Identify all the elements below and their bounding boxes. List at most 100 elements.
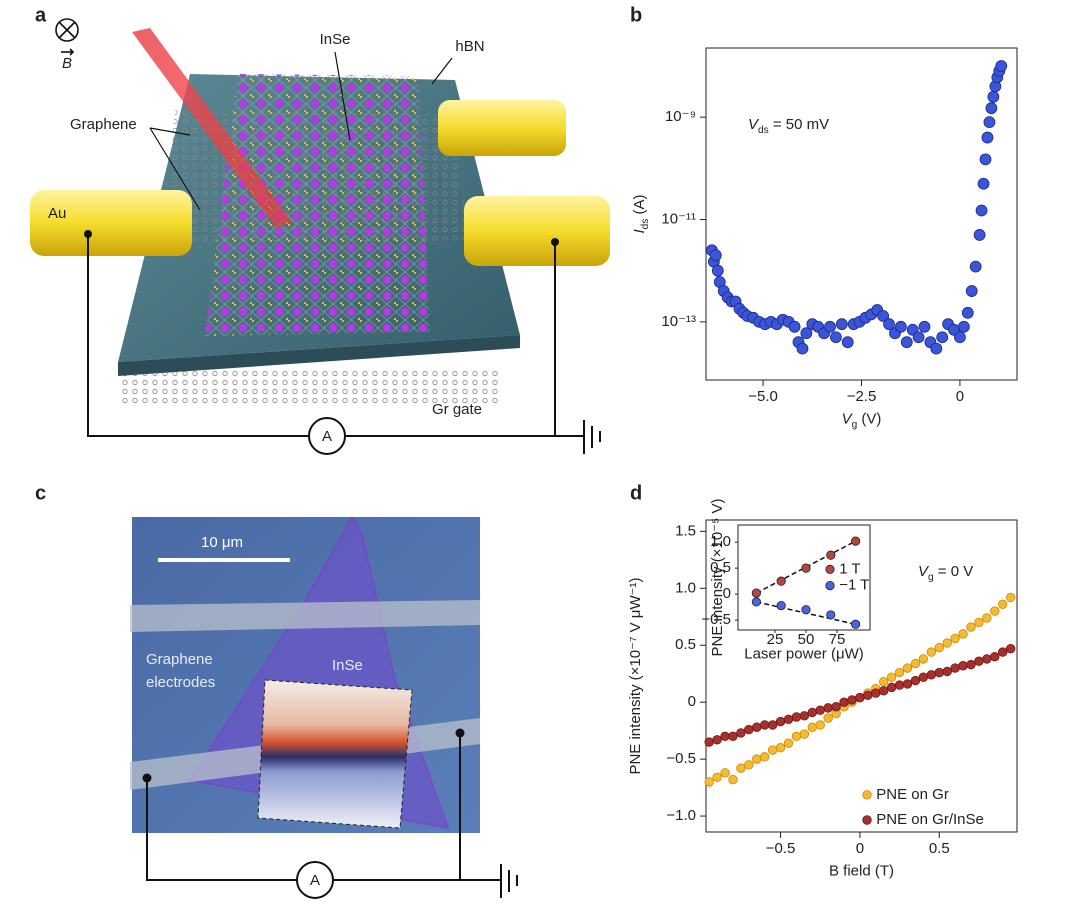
data-point [966,622,976,632]
data-point [957,320,970,333]
y-tick-label: 1.5 [675,522,696,539]
data-point [934,642,944,653]
data-point [767,720,778,730]
panel-label: b [630,4,642,26]
pne-map [257,679,413,829]
ammeter-label: A [310,872,320,889]
data-point [879,676,889,687]
data-point [1005,592,1016,603]
data-point [841,336,854,349]
b-field-symbol [55,18,79,56]
label-graphene: Graphene [70,116,137,133]
data-point [998,647,1008,657]
y-tick-label: 1.0 [710,533,731,550]
label-part: = 50 mV [769,116,829,133]
data-point [783,714,794,724]
data-point [783,738,794,748]
data-point [926,647,937,657]
data-point [776,576,786,586]
data-point [942,666,952,677]
data-point [912,331,925,344]
label-electrodes: Graphene [146,651,213,668]
data-point [752,754,762,764]
microscope-image: 10 μm Graphene electrodes InSe A [130,515,518,899]
data-point [751,597,761,607]
data-point [902,663,913,673]
data-point [981,131,994,144]
data-point [728,731,738,742]
data-point [934,667,944,678]
data-point [824,320,836,333]
data-point [894,320,907,333]
y-tick-label: 10⁻⁹ [665,108,696,125]
data-point [799,711,810,721]
data-point [801,605,811,615]
data-point [826,550,836,560]
data-point [799,729,810,739]
data-point [942,638,952,648]
y-tick-label: 0 [723,585,731,602]
data-point [712,772,722,783]
data-point [965,285,978,297]
label-inse: InSe [332,657,363,674]
label-part: (A) [631,195,648,219]
label-part: V [918,563,930,580]
au-pad [30,190,192,256]
data-point [926,670,937,680]
data-point [847,695,857,705]
data-point [918,672,929,682]
y-tick-label: −0.5 [701,611,731,628]
data-point [807,722,818,732]
y-tick-label: −0.5 [666,750,696,767]
data-point [998,599,1008,609]
data-point [744,760,754,770]
circuit [87,234,601,455]
device-schematic: B InSe hBN Graphene Au Gr gate A [30,18,610,455]
data-point [815,705,825,715]
annotation: Vg = 0 V [918,563,973,583]
legend-label: PNE on Gr [876,786,949,803]
data-point [815,720,825,730]
x-axis-label: B field (T) [829,863,894,880]
y-tick-label: 10⁻¹¹ [661,210,696,227]
data-point [894,680,905,690]
data-point [910,675,921,686]
au-pad [464,196,610,266]
data-point [987,90,1000,103]
data-point [830,331,842,344]
legend-label: −1 T [839,577,869,594]
data-point [990,651,1000,662]
data-point [973,229,986,241]
leader-lines [149,51,453,211]
data-point [930,342,943,355]
y-tick-label: 0.5 [710,559,731,576]
data-point [760,752,770,762]
legend-marker [862,790,872,800]
gate-graphene [120,368,500,406]
x-tick-label: −5.0 [748,388,778,405]
data-point [791,712,802,722]
label-part: g [852,419,858,430]
data-point [744,724,754,735]
label-part: ds [758,125,769,136]
x-tick-label: 0.5 [929,840,950,857]
x-tick-label: −2.5 [847,388,877,405]
data-point [863,690,873,701]
data-point [720,768,730,778]
ammeter-label: A [322,428,332,445]
data-point [736,763,746,773]
data-point [961,306,974,319]
data-point [982,613,992,623]
data-point [720,731,730,742]
data-point [807,707,818,718]
label-part: g [928,572,934,583]
data-point [728,774,738,785]
x-tick-label: 25 [767,631,784,648]
data-point [975,204,988,217]
data-point [871,688,881,698]
label-part: (V) [857,411,881,428]
y-tick-label: 0.5 [675,636,696,653]
data-point [958,629,968,639]
label-gr-gate: Gr gate [432,401,482,418]
panel-label: a [35,4,47,26]
